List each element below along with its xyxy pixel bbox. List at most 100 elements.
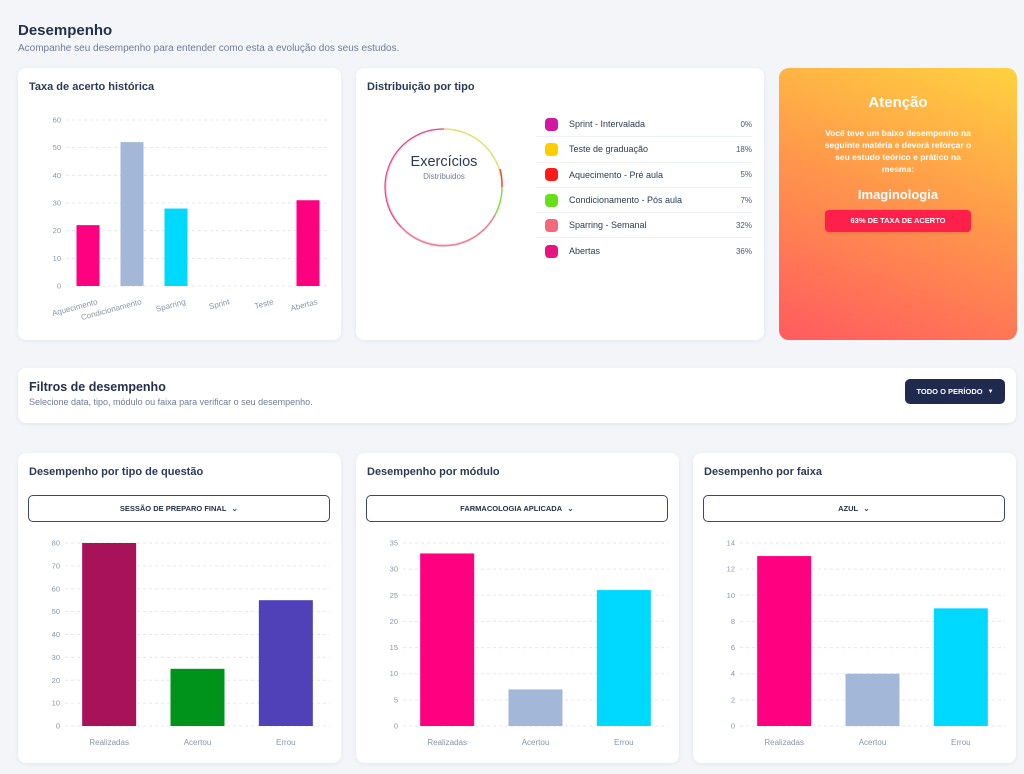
x-tick-label: Realizadas xyxy=(89,738,129,747)
legend-percent: 32% xyxy=(735,220,752,230)
x-tick-label: Errou xyxy=(614,738,634,747)
y-tick-label: 25 xyxy=(390,591,398,600)
by-belt-title: Desempenho por faixa xyxy=(704,466,822,478)
attention-title: Atenção xyxy=(868,94,928,111)
legend-percent: 5% xyxy=(740,170,752,180)
distribution-legend: Sprint - Intervalada 0% Teste de graduação… xyxy=(536,112,752,264)
y-tick-label: 0 xyxy=(394,722,398,731)
session-select[interactable]: SESSÃO DE PREPARO FINAL ⌄ xyxy=(28,495,330,522)
legend-swatch xyxy=(545,244,558,258)
y-tick-label: 30 xyxy=(53,199,61,208)
distribution-title: Distribuição por tipo xyxy=(367,81,475,93)
x-tick-label: Acertou xyxy=(184,738,212,747)
legend-swatch xyxy=(545,142,558,156)
legend-label: Aquecimento - Pré aula xyxy=(569,169,664,180)
bar-acertou[interactable] xyxy=(845,673,900,726)
bar-acertou[interactable] xyxy=(508,689,563,726)
bar-errou[interactable] xyxy=(596,590,651,726)
x-tick-label: Acertou xyxy=(522,738,550,747)
y-tick-label: 2 xyxy=(731,695,735,704)
page-subtitle: Acompanhe seu desempenho para entender c… xyxy=(18,43,400,54)
distribution-card: Distribuição por tipo Exercícios Distrib… xyxy=(356,68,764,340)
module-select[interactable]: FARMACOLOGIA APLICADA ⌄ xyxy=(366,495,668,522)
period-dropdown-label: TODO O PERÍODO xyxy=(916,387,983,396)
y-tick-label: 10 xyxy=(52,699,60,708)
session-select-label: SESSÃO DE PREPARO FINAL xyxy=(119,504,227,513)
legend-item: Abertas 36% xyxy=(536,238,752,263)
y-tick-label: 6 xyxy=(731,643,735,652)
bar-realizadas[interactable] xyxy=(82,543,137,726)
legend-label: Abertas xyxy=(569,246,601,257)
donut-center-sub: Distribuidos xyxy=(423,172,465,181)
x-tick-label: Realizadas xyxy=(427,738,467,747)
bar-realizadas[interactable] xyxy=(757,556,812,726)
bar-aquecimento[interactable] xyxy=(76,225,100,286)
module-select-label: FARMACOLOGIA APLICADA xyxy=(460,504,563,513)
y-tick-label: 40 xyxy=(53,171,61,180)
y-tick-label: 80 xyxy=(52,539,60,548)
legend-swatch xyxy=(545,168,558,182)
y-tick-label: 20 xyxy=(53,226,61,235)
donut-segment-condicionamento xyxy=(494,186,503,216)
y-tick-label: 20 xyxy=(390,617,398,626)
legend-swatch xyxy=(545,117,558,131)
by-type-title: Desempenho por tipo de questão xyxy=(29,466,204,478)
bar-acertou[interactable] xyxy=(170,668,225,726)
legend-percent: 0% xyxy=(740,119,752,129)
bar-condicionamento[interactable] xyxy=(120,142,144,286)
chevron-down-icon: ⌄ xyxy=(567,504,574,513)
by-module-card: Desempenho por módulo FARMACOLOGIA APLIC… xyxy=(356,453,679,763)
distribution-donut xyxy=(384,128,503,247)
attention-subject: Imaginologia xyxy=(857,187,939,202)
legend-item: Teste de graduação 18% xyxy=(536,137,752,163)
x-tick-label: Abertas xyxy=(290,297,319,313)
caret-down-icon: ▼ xyxy=(987,388,994,395)
donut-center: Exercícios Distribuidos xyxy=(386,154,502,181)
accuracy-badge: 63% DE TAXA DE ACERTO xyxy=(825,210,971,232)
filters-subtitle: Selecione data, tipo, módulo ou faixa pa… xyxy=(29,397,313,407)
legend-item: Condicionamento - Pós aula 7% xyxy=(536,188,752,214)
legend-swatch xyxy=(545,218,558,232)
bar-errou[interactable] xyxy=(933,608,988,726)
y-tick-label: 8 xyxy=(731,617,735,626)
y-tick-label: 70 xyxy=(52,561,60,570)
bar-realizadas[interactable] xyxy=(420,553,475,726)
chevron-down-icon: ⌄ xyxy=(863,504,870,513)
bar-sparring[interactable] xyxy=(164,208,188,286)
y-tick-label: 60 xyxy=(52,584,60,593)
y-tick-label: 4 xyxy=(731,669,735,678)
history-title: Taxa de acerto histórica xyxy=(29,81,155,93)
legend-item: Aquecimento - Pré aula 5% xyxy=(536,163,752,188)
legend-percent: 36% xyxy=(735,246,752,256)
chevron-down-icon: ⌄ xyxy=(231,504,239,513)
y-tick-label: 60 xyxy=(53,116,61,125)
y-tick-label: 14 xyxy=(727,539,735,548)
attention-text: Você teve um baixo desempenho na seguint… xyxy=(824,128,972,174)
y-tick-label: 0 xyxy=(731,722,735,731)
donut-segment-sparring xyxy=(400,214,496,247)
page-header: Desempenho Acompanhe seu desempenho para… xyxy=(18,22,399,54)
bar-abertas[interactable] xyxy=(296,200,320,286)
by-belt-card: Desempenho por faixa AZUL ⌄ 0 2 4 6 8 10 12 14 R… xyxy=(693,453,1016,763)
page-title: Desempenho xyxy=(18,22,113,39)
period-dropdown-button[interactable]: TODO O PERÍODO ▼ xyxy=(905,379,1005,404)
y-tick-label: 30 xyxy=(52,653,60,662)
donut-center-label: Exercícios xyxy=(410,154,478,170)
by-module-chart: 0 5 10 15 20 25 30 35 Realizadas Acertou Errou xyxy=(390,539,668,747)
belt-select[interactable]: AZUL ⌄ xyxy=(703,495,1005,522)
legend-percent: 18% xyxy=(735,144,752,154)
filters-card: Filtros de desempenho Selecione data, ti… xyxy=(18,368,1016,423)
y-tick-label: 10 xyxy=(53,254,61,263)
y-tick-label: 15 xyxy=(390,643,398,652)
by-type-card: Desempenho por tipo de questão SESSÃO DE… xyxy=(18,453,341,763)
y-tick-label: 0 xyxy=(57,282,61,291)
x-tick-label: Teste xyxy=(254,297,275,311)
y-tick-label: 50 xyxy=(52,607,60,616)
y-tick-label: 10 xyxy=(727,591,735,600)
bar-errou[interactable] xyxy=(258,600,313,726)
y-tick-label: 5 xyxy=(394,695,398,704)
y-tick-label: 30 xyxy=(390,565,398,574)
donut-segment-aquecimento xyxy=(499,168,503,188)
y-tick-label: 50 xyxy=(53,143,61,152)
